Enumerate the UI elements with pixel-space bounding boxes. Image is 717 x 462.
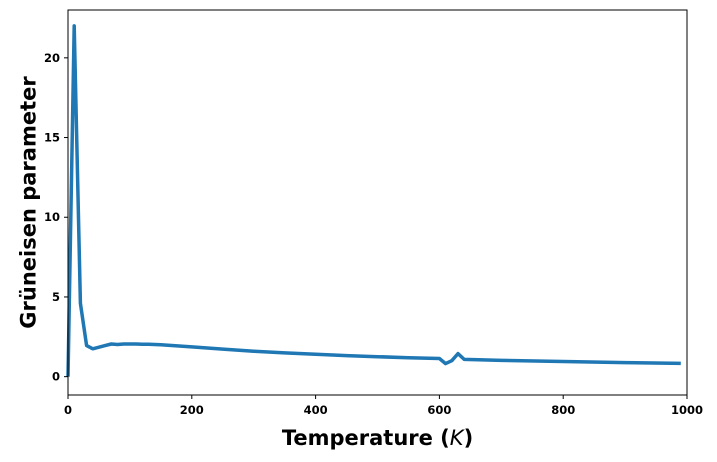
x-axis-ticks: 0 200 400 600 800 1000: [64, 395, 703, 417]
plot-data-layer: [66, 24, 681, 377]
y-axis-label: Grüneisen parameter: [16, 76, 40, 329]
x-axis-label: Temperature (K): [282, 426, 473, 450]
y-tick-label: 10: [44, 210, 60, 224]
data-series-line-0: [66, 24, 681, 377]
y-tick-label: 5: [52, 290, 60, 304]
x-tick-label: 1000: [671, 403, 703, 417]
y-tick-label: 15: [44, 131, 60, 145]
plot-frame: [67, 9, 688, 396]
x-tick-label: 800: [551, 403, 575, 417]
x-tick-label: 0: [64, 403, 72, 417]
y-axis-ticks: 0 5 10 15 20: [44, 51, 68, 384]
x-tick-label: 400: [304, 403, 328, 417]
x-tick-label: 600: [427, 403, 451, 417]
x-tick-label: 200: [180, 403, 204, 417]
y-tick-label: 20: [44, 51, 60, 65]
y-tick-label: 0: [52, 370, 60, 384]
